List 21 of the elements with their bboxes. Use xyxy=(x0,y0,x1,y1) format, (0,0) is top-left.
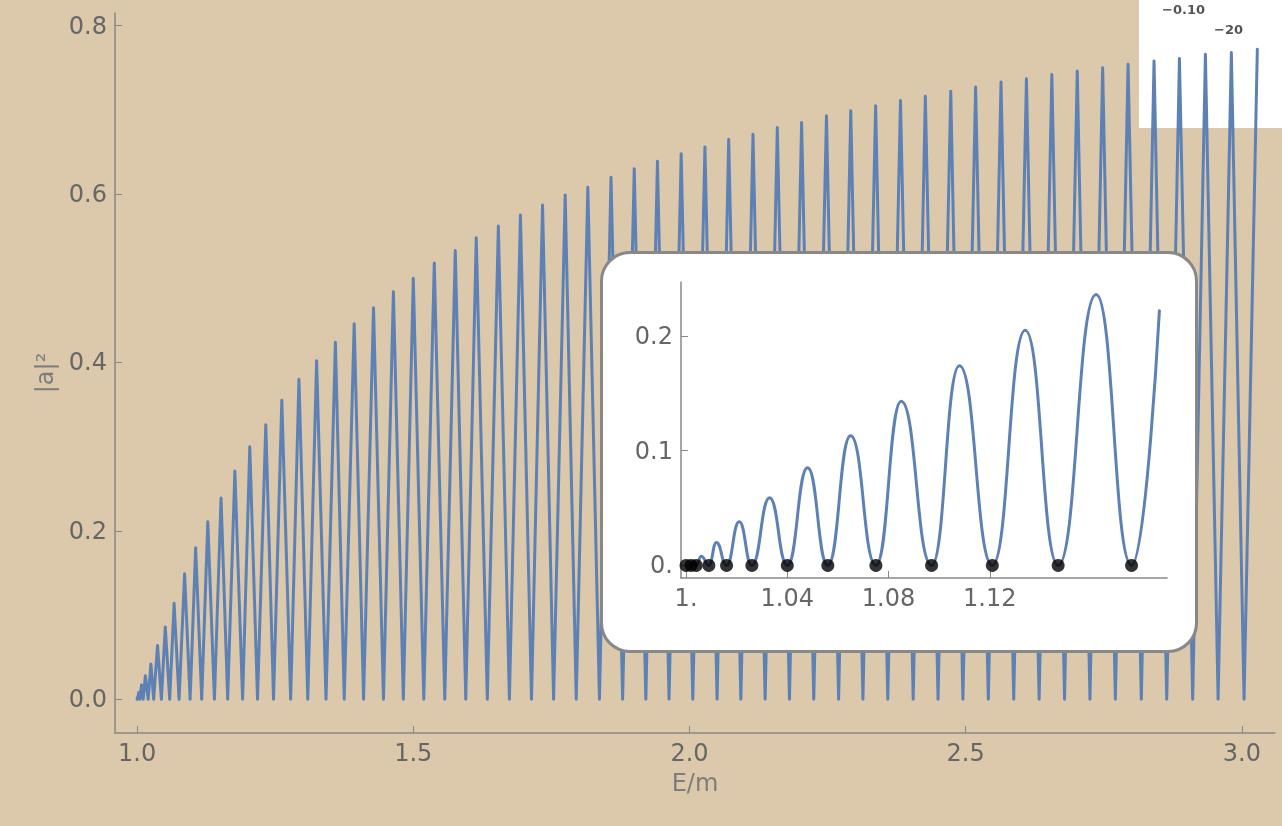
y-tick-label: 0.2 xyxy=(68,516,107,545)
y-tick-label: 0.0 xyxy=(68,685,107,714)
annotation: −20 xyxy=(1214,22,1243,37)
x-tick-label: 1.08 xyxy=(861,584,916,612)
y-tick-label: 0. xyxy=(650,551,673,580)
y-tick-label: 0.4 xyxy=(68,348,107,377)
x-tick-label: 1.04 xyxy=(760,584,815,612)
y-axis-title: |a|² xyxy=(31,352,59,394)
annotation: −0.10 xyxy=(1162,2,1205,17)
y-tick-label: 0.1 xyxy=(634,436,673,465)
y-tick-label: 0.6 xyxy=(68,180,107,209)
x-tick-label: 3.0 xyxy=(1222,739,1261,767)
x-tick-label: 1.12 xyxy=(963,584,1017,612)
x-tick-label: 1.5 xyxy=(394,739,433,767)
y-tick-label: 0.8 xyxy=(68,11,107,40)
x-tick-label: 2.0 xyxy=(670,739,709,767)
x-tick-label: 1.0 xyxy=(118,739,157,767)
y-tick-label: 0.2 xyxy=(634,321,673,350)
x-tick-label: 2.5 xyxy=(946,739,985,767)
x-axis-title: E/m xyxy=(671,769,719,797)
x-tick-label: 1. xyxy=(674,584,698,612)
